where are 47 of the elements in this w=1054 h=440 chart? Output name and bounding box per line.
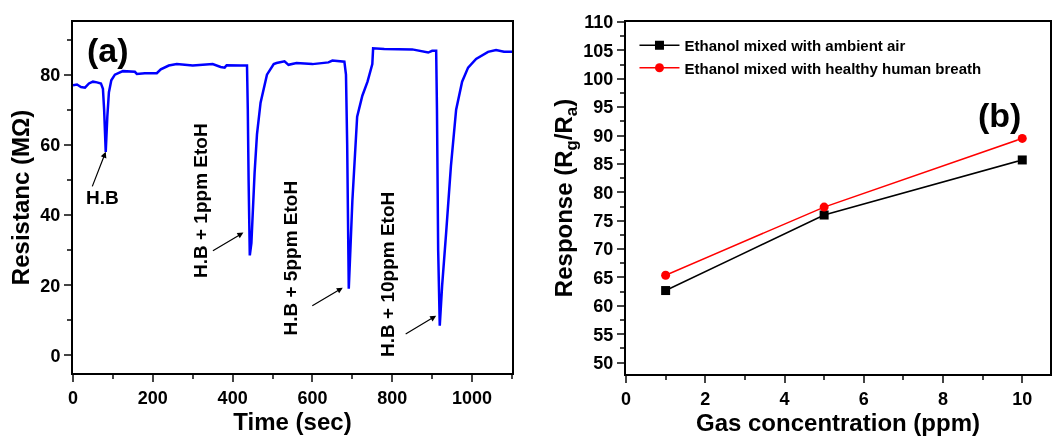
y-tick-label: 95 [593,97,614,118]
x-tick-label: 800 [377,387,408,408]
x-tick-label: 6 [858,388,869,409]
point [661,286,671,296]
y-axis-title: Resistanc (MΩ) [6,109,34,286]
y-tick-label: 60 [593,296,614,317]
x-tick-label: 0 [67,387,79,408]
x-tick-label: 10 [1012,388,1033,409]
y-tick-label: 80 [593,182,614,203]
y-tick-label: 65 [593,267,614,288]
x-tick-label: 200 [137,387,168,408]
x-tick-label: 2 [700,388,711,409]
y-tick-label: 0 [50,345,61,366]
y-tick-label: 90 [593,125,614,146]
legend-label: Ethanol mixed with healthy human breath [684,59,982,77]
y-tick-label: 85 [593,154,614,175]
x-tick-label: 8 [938,388,949,409]
point [1017,155,1027,165]
annotation: H.B [86,187,119,208]
y-tick-label: 110 [584,12,614,33]
point [819,202,829,212]
y-tick-label: 80 [40,64,61,85]
point [1017,133,1027,143]
annotation: H.B + 5ppm EtoH [280,180,302,336]
y-tick-label: 105 [583,40,614,61]
legend-label: Ethanol mixed with ambient air [684,37,906,55]
y-tick-label: 50 [593,352,614,373]
annotation: (a) [87,31,129,69]
x-tick-label: 1000 [452,387,493,408]
y-tick-label: 70 [593,239,614,260]
y-tick-label: 60 [40,135,61,156]
annotation: H.B + 10ppm EtoH [377,191,399,357]
point [661,270,671,280]
y-tick-label: 55 [593,324,614,345]
y-tick-label: 75 [593,211,614,232]
x-tick-label: 0 [620,388,632,409]
x-axis-title: Gas concentration (ppm) [695,408,981,436]
annotation: (b) [978,96,1022,134]
x-tick-label: 600 [297,387,328,408]
y-tick-label: 40 [40,205,61,226]
y-tick-label: 100 [583,69,614,90]
y-tick-label: 20 [40,275,61,296]
annotation: H.B + 1ppm EtoH [189,123,211,279]
x-tick-label: 400 [217,387,248,408]
x-axis-title: Time (sec) [233,407,352,435]
point [819,210,829,220]
x-tick-label: 4 [779,388,790,409]
